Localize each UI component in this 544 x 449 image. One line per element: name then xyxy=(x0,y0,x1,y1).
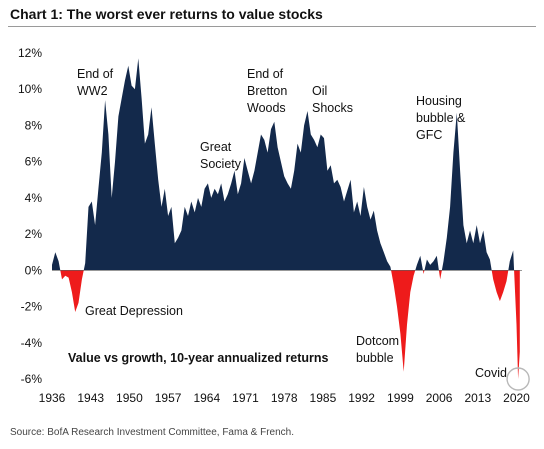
returns-area-chart: -6%-4%-2%0%2%4%6%8%10%12% 1936 1943 1950 19… xyxy=(18,46,531,405)
x-tick-label: 2020 xyxy=(503,391,530,405)
annotation-housing-bubble-gfc: Housing bubble & GFC xyxy=(416,94,466,142)
y-tick-label: 4% xyxy=(25,191,43,205)
chart-subtitle: Value vs growth, 10-year annualized retu… xyxy=(68,351,329,365)
positive-returns-area xyxy=(52,58,515,271)
x-tick-label: 1971 xyxy=(232,391,259,405)
annotation-line: bubble xyxy=(356,351,394,365)
x-tick-label: 2013 xyxy=(464,391,491,405)
y-tick-label: 10% xyxy=(18,82,42,96)
annotation-great-depression: Great Depression xyxy=(85,304,183,318)
x-tick-label: 1978 xyxy=(271,391,298,405)
covid-highlight-circle xyxy=(506,367,530,391)
annotation-line: Woods xyxy=(247,101,286,115)
x-tick-label: 1999 xyxy=(387,391,414,405)
annotation-oil-shocks: Oil Shocks xyxy=(312,84,353,115)
negative-returns-area xyxy=(52,270,520,379)
x-tick-label: 1985 xyxy=(310,391,337,405)
title-divider xyxy=(8,26,536,27)
y-axis-ticks: -6% -4% -2% 0% 2% 4% 6% 8% 10% 12% xyxy=(18,46,42,386)
annotation-line: Great Depression xyxy=(85,304,183,318)
annotation-line: Dotcom xyxy=(356,334,399,348)
x-tick-label: 1936 xyxy=(39,391,66,405)
x-tick-label: 1943 xyxy=(77,391,104,405)
annotation-line: Oil xyxy=(312,84,327,98)
annotation-line: Covid xyxy=(475,366,507,380)
y-tick-label: -2% xyxy=(21,300,43,314)
source-note: Source: BofA Research Investment Committ… xyxy=(10,427,295,438)
annotation-line: Housing xyxy=(416,94,462,108)
annotation-end-of-bretton-woods: End of Bretton Woods xyxy=(247,67,287,115)
annotation-line: Shocks xyxy=(312,101,353,115)
y-tick-label: -6% xyxy=(21,372,43,386)
y-tick-label: 8% xyxy=(25,118,43,132)
x-axis-ticks: 1936 1943 1950 1957 1964 1971 1978 1985 1992 1999… xyxy=(39,391,531,405)
annotation-line: bubble & xyxy=(416,111,466,125)
annotation-line: End of xyxy=(247,67,284,81)
annotation-line: WW2 xyxy=(77,84,108,98)
annotation-covid: Covid xyxy=(475,366,507,380)
annotation-end-of-ww2: End of WW2 xyxy=(77,67,114,98)
annotation-line: Society xyxy=(200,157,242,171)
y-tick-label: 2% xyxy=(25,227,43,241)
x-tick-label: 1992 xyxy=(348,391,375,405)
y-tick-label: -4% xyxy=(21,336,43,350)
x-tick-label: 1964 xyxy=(193,391,220,405)
annotation-line: Great xyxy=(200,140,232,154)
x-tick-label: 1957 xyxy=(155,391,182,405)
chart-title: Chart 1: The worst ever returns to value… xyxy=(10,6,323,22)
annotation-line: Bretton xyxy=(247,84,287,98)
annotation-dotcom-bubble: Dotcom bubble xyxy=(356,334,399,365)
x-tick-label: 1950 xyxy=(116,391,143,405)
annotation-line: End of xyxy=(77,67,114,81)
y-tick-label: 6% xyxy=(25,155,43,169)
y-tick-label: 12% xyxy=(18,46,42,60)
y-tick-label: 0% xyxy=(25,263,43,277)
annotation-great-society: Great Society xyxy=(200,140,242,171)
annotation-line: GFC xyxy=(416,128,442,142)
x-tick-label: 2006 xyxy=(426,391,453,405)
